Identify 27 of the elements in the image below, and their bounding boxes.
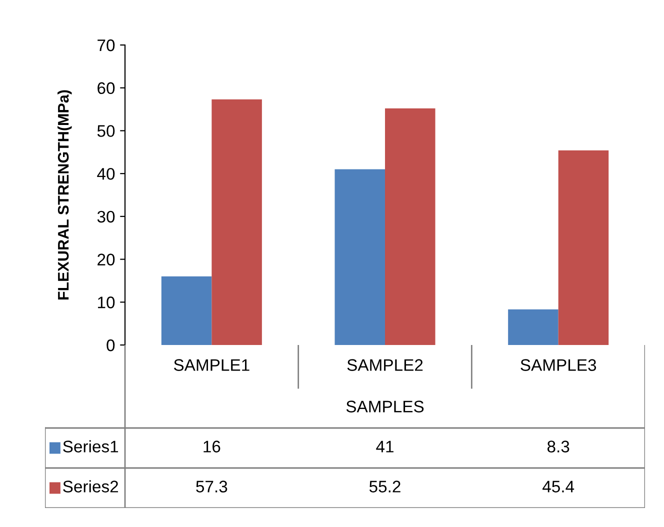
y-axis-title: FLEXURAL STRENGTH(MPa) bbox=[58, 90, 72, 300]
bar bbox=[508, 309, 558, 345]
y-tick-label: 0 bbox=[106, 339, 115, 352]
y-tick-label: 50 bbox=[97, 125, 115, 137]
bar bbox=[558, 150, 609, 345]
bar bbox=[161, 276, 212, 345]
y-tick-label: 20 bbox=[98, 254, 115, 266]
x-tick-label: SAMPLE3 bbox=[520, 359, 596, 371]
data-label: 57.3 bbox=[196, 480, 228, 492]
legend-label: Series1 bbox=[63, 440, 118, 452]
x-axis-title: SAMPLES bbox=[346, 400, 424, 412]
y-tick-label: 10 bbox=[98, 296, 115, 308]
y-tick-label: 60 bbox=[98, 82, 115, 94]
y-tick-label: 30 bbox=[97, 210, 115, 223]
data-label: 41 bbox=[376, 440, 394, 452]
data-label: 55.2 bbox=[369, 480, 400, 492]
x-tick-label: SAMPLE2 bbox=[347, 359, 423, 371]
data-label: 16 bbox=[204, 440, 220, 452]
bar bbox=[385, 108, 436, 345]
x-tick-label: SAMPLE1 bbox=[174, 359, 250, 371]
data-label: 45.4 bbox=[542, 480, 574, 492]
data-label: 8.3 bbox=[547, 440, 570, 452]
bar bbox=[334, 169, 385, 345]
bar bbox=[212, 99, 262, 345]
y-tick-label: 40 bbox=[97, 168, 115, 180]
legend-label: Series2 bbox=[63, 480, 118, 492]
y-tick-label: 70 bbox=[98, 39, 115, 52]
